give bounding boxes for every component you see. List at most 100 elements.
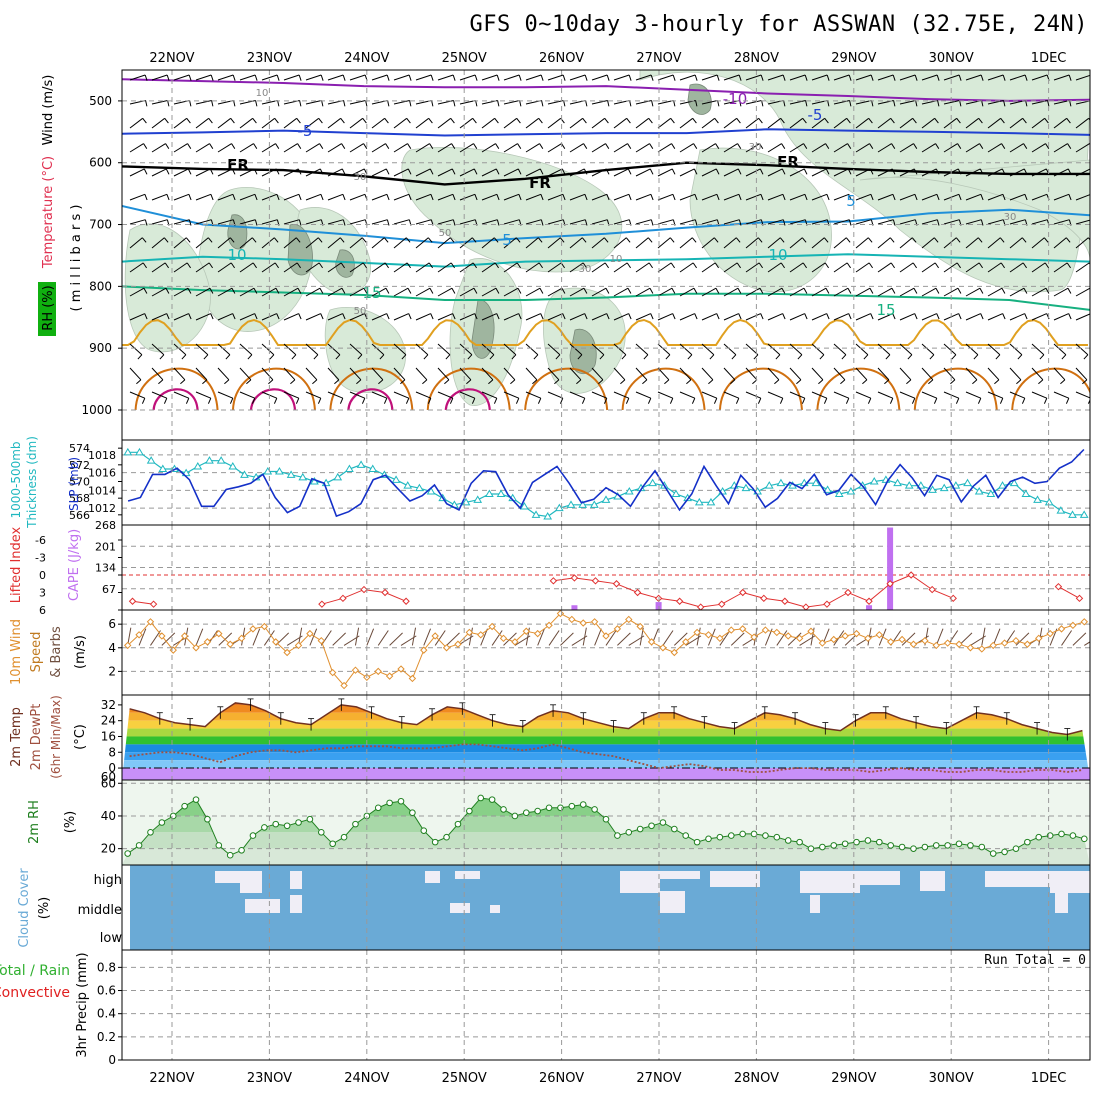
lifted-index-point — [612, 580, 621, 588]
wind-barb — [855, 367, 868, 385]
axis-title: Temperature (°C) — [41, 156, 56, 269]
date-label-bottom: 27NOV — [636, 1071, 681, 1086]
wind-barb — [525, 343, 539, 360]
wind-barb — [965, 313, 984, 321]
wind-barb — [151, 117, 169, 129]
rh2m-point — [500, 806, 507, 813]
wind-barb — [767, 219, 786, 226]
wind-barb — [173, 219, 192, 226]
wind-barb — [943, 367, 956, 385]
y-tick-label: 8 — [108, 745, 116, 759]
lifted-index-point — [675, 597, 684, 605]
thickness-point — [485, 489, 494, 497]
axis-title: Convective — [0, 985, 70, 1001]
wind10-barb — [377, 630, 389, 646]
wind-barb — [481, 74, 500, 81]
wind-barb — [657, 74, 676, 81]
wind-barb — [239, 237, 257, 249]
wind-barb — [855, 168, 874, 177]
wind-barb — [723, 219, 742, 226]
thickness-point — [624, 487, 634, 495]
wind-barb — [723, 313, 742, 321]
contour-label: 5 — [846, 192, 856, 210]
wind-barb — [437, 262, 456, 273]
thickness-point — [578, 500, 588, 508]
rh2m-point — [181, 802, 188, 810]
wind-barb — [525, 143, 544, 153]
wind-barb — [283, 313, 302, 321]
y-tick-label: 570 — [69, 476, 90, 489]
wind10-barb — [309, 628, 318, 646]
cloud-mid-block — [660, 891, 685, 913]
wind-barb — [921, 193, 940, 201]
date-label-bottom: 23NOV — [247, 1071, 292, 1086]
axis-title: 2m DewPt — [29, 704, 44, 771]
y-tick-label-right: 1014 — [88, 484, 116, 497]
slp-line — [127, 448, 1085, 518]
cloud-high-block — [425, 871, 440, 883]
thickness-point — [356, 460, 366, 468]
wind-barb — [613, 343, 627, 360]
contour-label: 50 — [354, 306, 367, 317]
wind-barb — [657, 117, 675, 129]
wind-barb — [679, 367, 692, 385]
wind-barb — [767, 367, 780, 385]
date-label-top: 27NOV — [636, 51, 681, 66]
wind-barb — [811, 193, 830, 201]
wind-barb — [833, 343, 847, 360]
rh2m-point — [340, 833, 348, 841]
wind-barb — [129, 343, 143, 360]
contour-label: 10 — [227, 246, 246, 264]
wind10-speed-point — [294, 641, 303, 650]
thickness-point — [986, 489, 996, 497]
thickness-point — [1056, 506, 1066, 514]
y-tick-label: -6 — [35, 534, 46, 547]
wind10-speed-point — [522, 627, 530, 635]
wind-barb — [1031, 143, 1050, 153]
wind-barb — [767, 117, 785, 129]
wind-barb — [1053, 117, 1071, 129]
wind-barb — [745, 313, 764, 321]
contour-label: 30 — [354, 172, 367, 183]
thickness-point — [554, 503, 564, 512]
y-tick-label-right: 1012 — [88, 502, 116, 515]
wind10-speed-point — [1057, 625, 1066, 633]
wind-barb — [745, 117, 763, 129]
wind-barb — [525, 313, 544, 321]
wind-barb — [591, 74, 610, 81]
isotherm-25 — [231, 367, 316, 411]
wind-barb — [635, 117, 653, 129]
wind-barb — [1075, 219, 1090, 225]
thickness-point — [998, 481, 1007, 489]
wind-barb — [943, 237, 961, 249]
wind-barb — [899, 262, 918, 273]
wind-barb — [899, 313, 918, 321]
cloud-level-label: low — [100, 931, 123, 946]
wind-barb — [481, 193, 500, 201]
thickness-point — [391, 475, 401, 483]
wind10-speed-point — [477, 631, 485, 639]
temp-band-below-zero — [122, 768, 1090, 780]
wind10-speed-point — [818, 639, 827, 647]
isotherm-25 — [718, 367, 803, 411]
axis-title: Cloud Cover — [17, 868, 32, 948]
rh2m-point — [602, 815, 610, 823]
wind-barb — [217, 193, 236, 201]
wind-barb — [1075, 237, 1090, 249]
wind-barb — [723, 367, 736, 385]
wind-barb — [547, 343, 561, 360]
wind-barb — [1031, 262, 1050, 273]
wind10-speed-point — [602, 632, 610, 640]
wind-barb — [613, 74, 632, 81]
wind-barb — [899, 367, 912, 385]
wind10-speed-point — [1080, 618, 1089, 626]
cloud-panel — [130, 865, 1090, 950]
isotherm-10 — [122, 253, 1090, 268]
wind-barb — [437, 287, 456, 297]
wind-barb — [327, 313, 346, 321]
rh2m-point — [374, 804, 382, 812]
wind-barb — [349, 287, 368, 297]
y-tick-label: 500 — [89, 94, 112, 108]
cloud-mid-block — [245, 899, 280, 913]
rh2m-point — [579, 801, 587, 808]
